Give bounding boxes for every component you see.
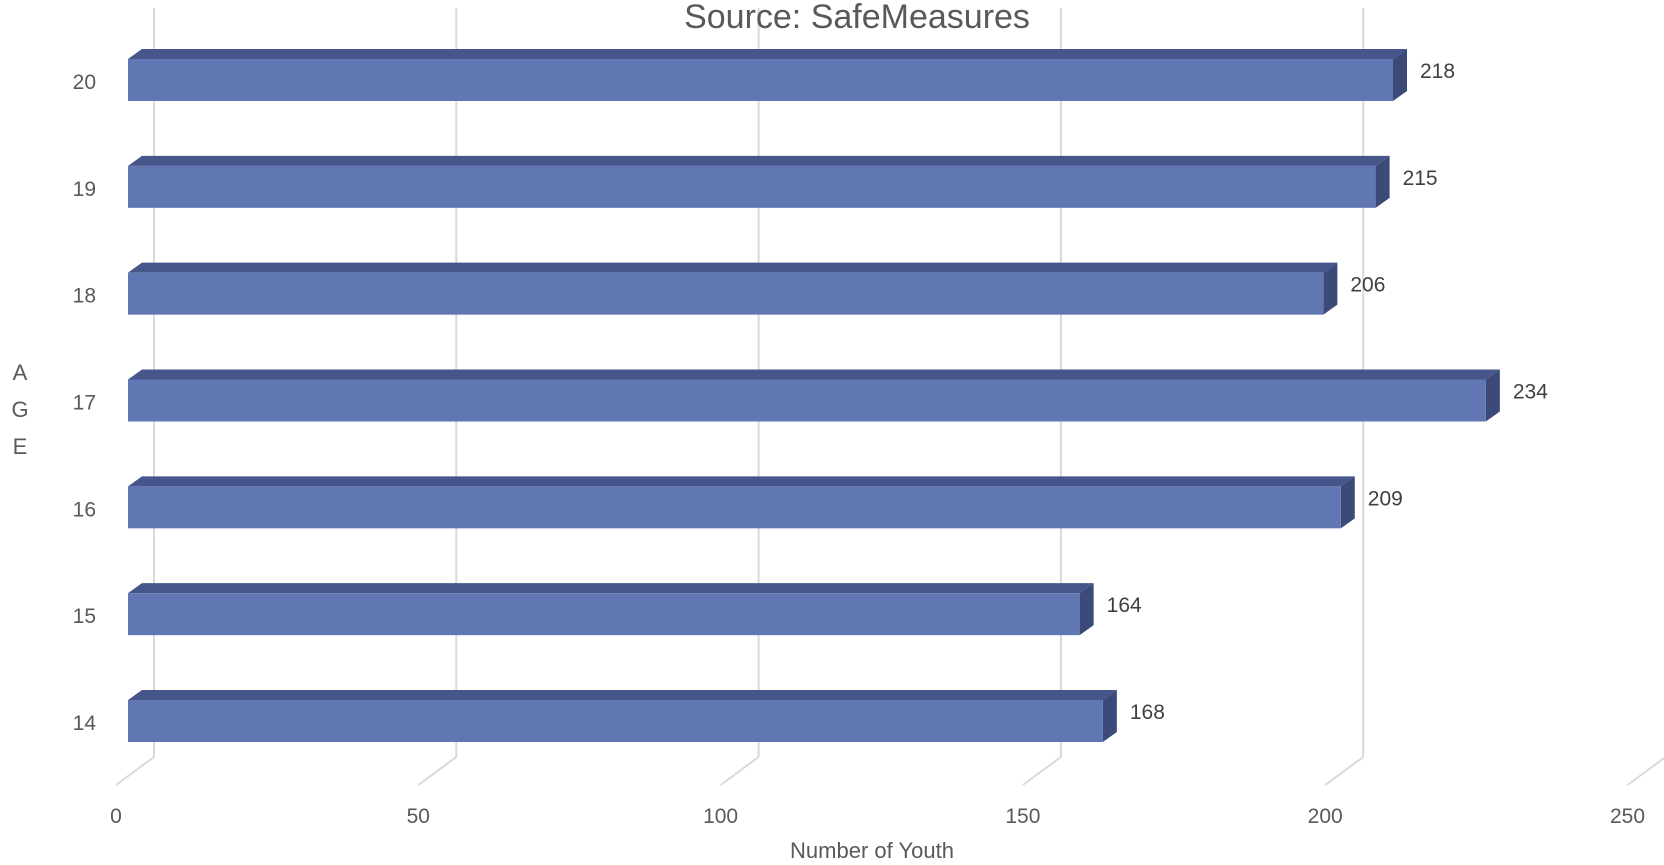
floor-gridline-250 (1626, 756, 1664, 786)
data-label-18: 206 (1350, 274, 1385, 297)
data-label-16: 209 (1368, 487, 1403, 510)
bar-19 (128, 165, 1376, 208)
bar-top-16 (128, 476, 1355, 487)
x-tick-label: 250 (1610, 805, 1645, 828)
data-label-19: 215 (1403, 167, 1438, 190)
bar-top-17 (128, 369, 1500, 380)
x-tick-label: 50 (407, 805, 430, 828)
bar-18 (128, 272, 1324, 315)
y-tick-label-15: 15 (73, 605, 96, 628)
floor-gridline-0 (115, 756, 155, 786)
y-tick-label-18: 18 (73, 285, 96, 308)
chart-title: Source: SafeMeasures (684, 0, 1030, 36)
bar-side-20 (1393, 49, 1407, 101)
bar-side-14 (1102, 690, 1117, 742)
bar-side-17 (1485, 369, 1500, 422)
bar-side-15 (1079, 583, 1094, 636)
x-tick-label: 0 (110, 805, 122, 828)
floor-gridline-100 (720, 756, 760, 786)
bar-side-19 (1375, 155, 1390, 208)
floor-gridline-150 (1022, 756, 1062, 786)
bar-top-19 (128, 155, 1390, 166)
x-axis-title: Number of Youth (790, 838, 954, 863)
y-tick-label-16: 16 (73, 498, 96, 521)
bar-16 (128, 486, 1341, 529)
bar-side-16 (1340, 476, 1355, 529)
x-tick-label: 100 (703, 805, 738, 828)
data-label-20: 218 (1420, 60, 1455, 83)
bar-14 (128, 700, 1103, 742)
bar-top-18 (128, 262, 1338, 273)
bar-top-14 (128, 690, 1117, 700)
floor-gridline-200 (1324, 756, 1364, 786)
y-tick-label-20: 20 (73, 71, 96, 94)
x-tick-label: 150 (1005, 805, 1040, 828)
bar-side-18 (1323, 262, 1338, 315)
y-tick-label-17: 17 (73, 392, 96, 415)
bar-17 (128, 379, 1486, 422)
floor-gridline-50 (417, 756, 457, 786)
data-label-15: 164 (1107, 594, 1142, 617)
bar-top-15 (128, 583, 1094, 594)
x-tick-label: 200 (1308, 805, 1343, 828)
bar-15 (128, 593, 1080, 636)
y-tick-label-19: 19 (73, 178, 96, 201)
data-label-17: 234 (1513, 381, 1548, 404)
bars (128, 49, 1500, 742)
data-label-14: 168 (1130, 701, 1165, 724)
y-tick-label-14: 14 (73, 712, 97, 735)
bar-20 (128, 59, 1393, 101)
bar-top-20 (128, 49, 1407, 59)
